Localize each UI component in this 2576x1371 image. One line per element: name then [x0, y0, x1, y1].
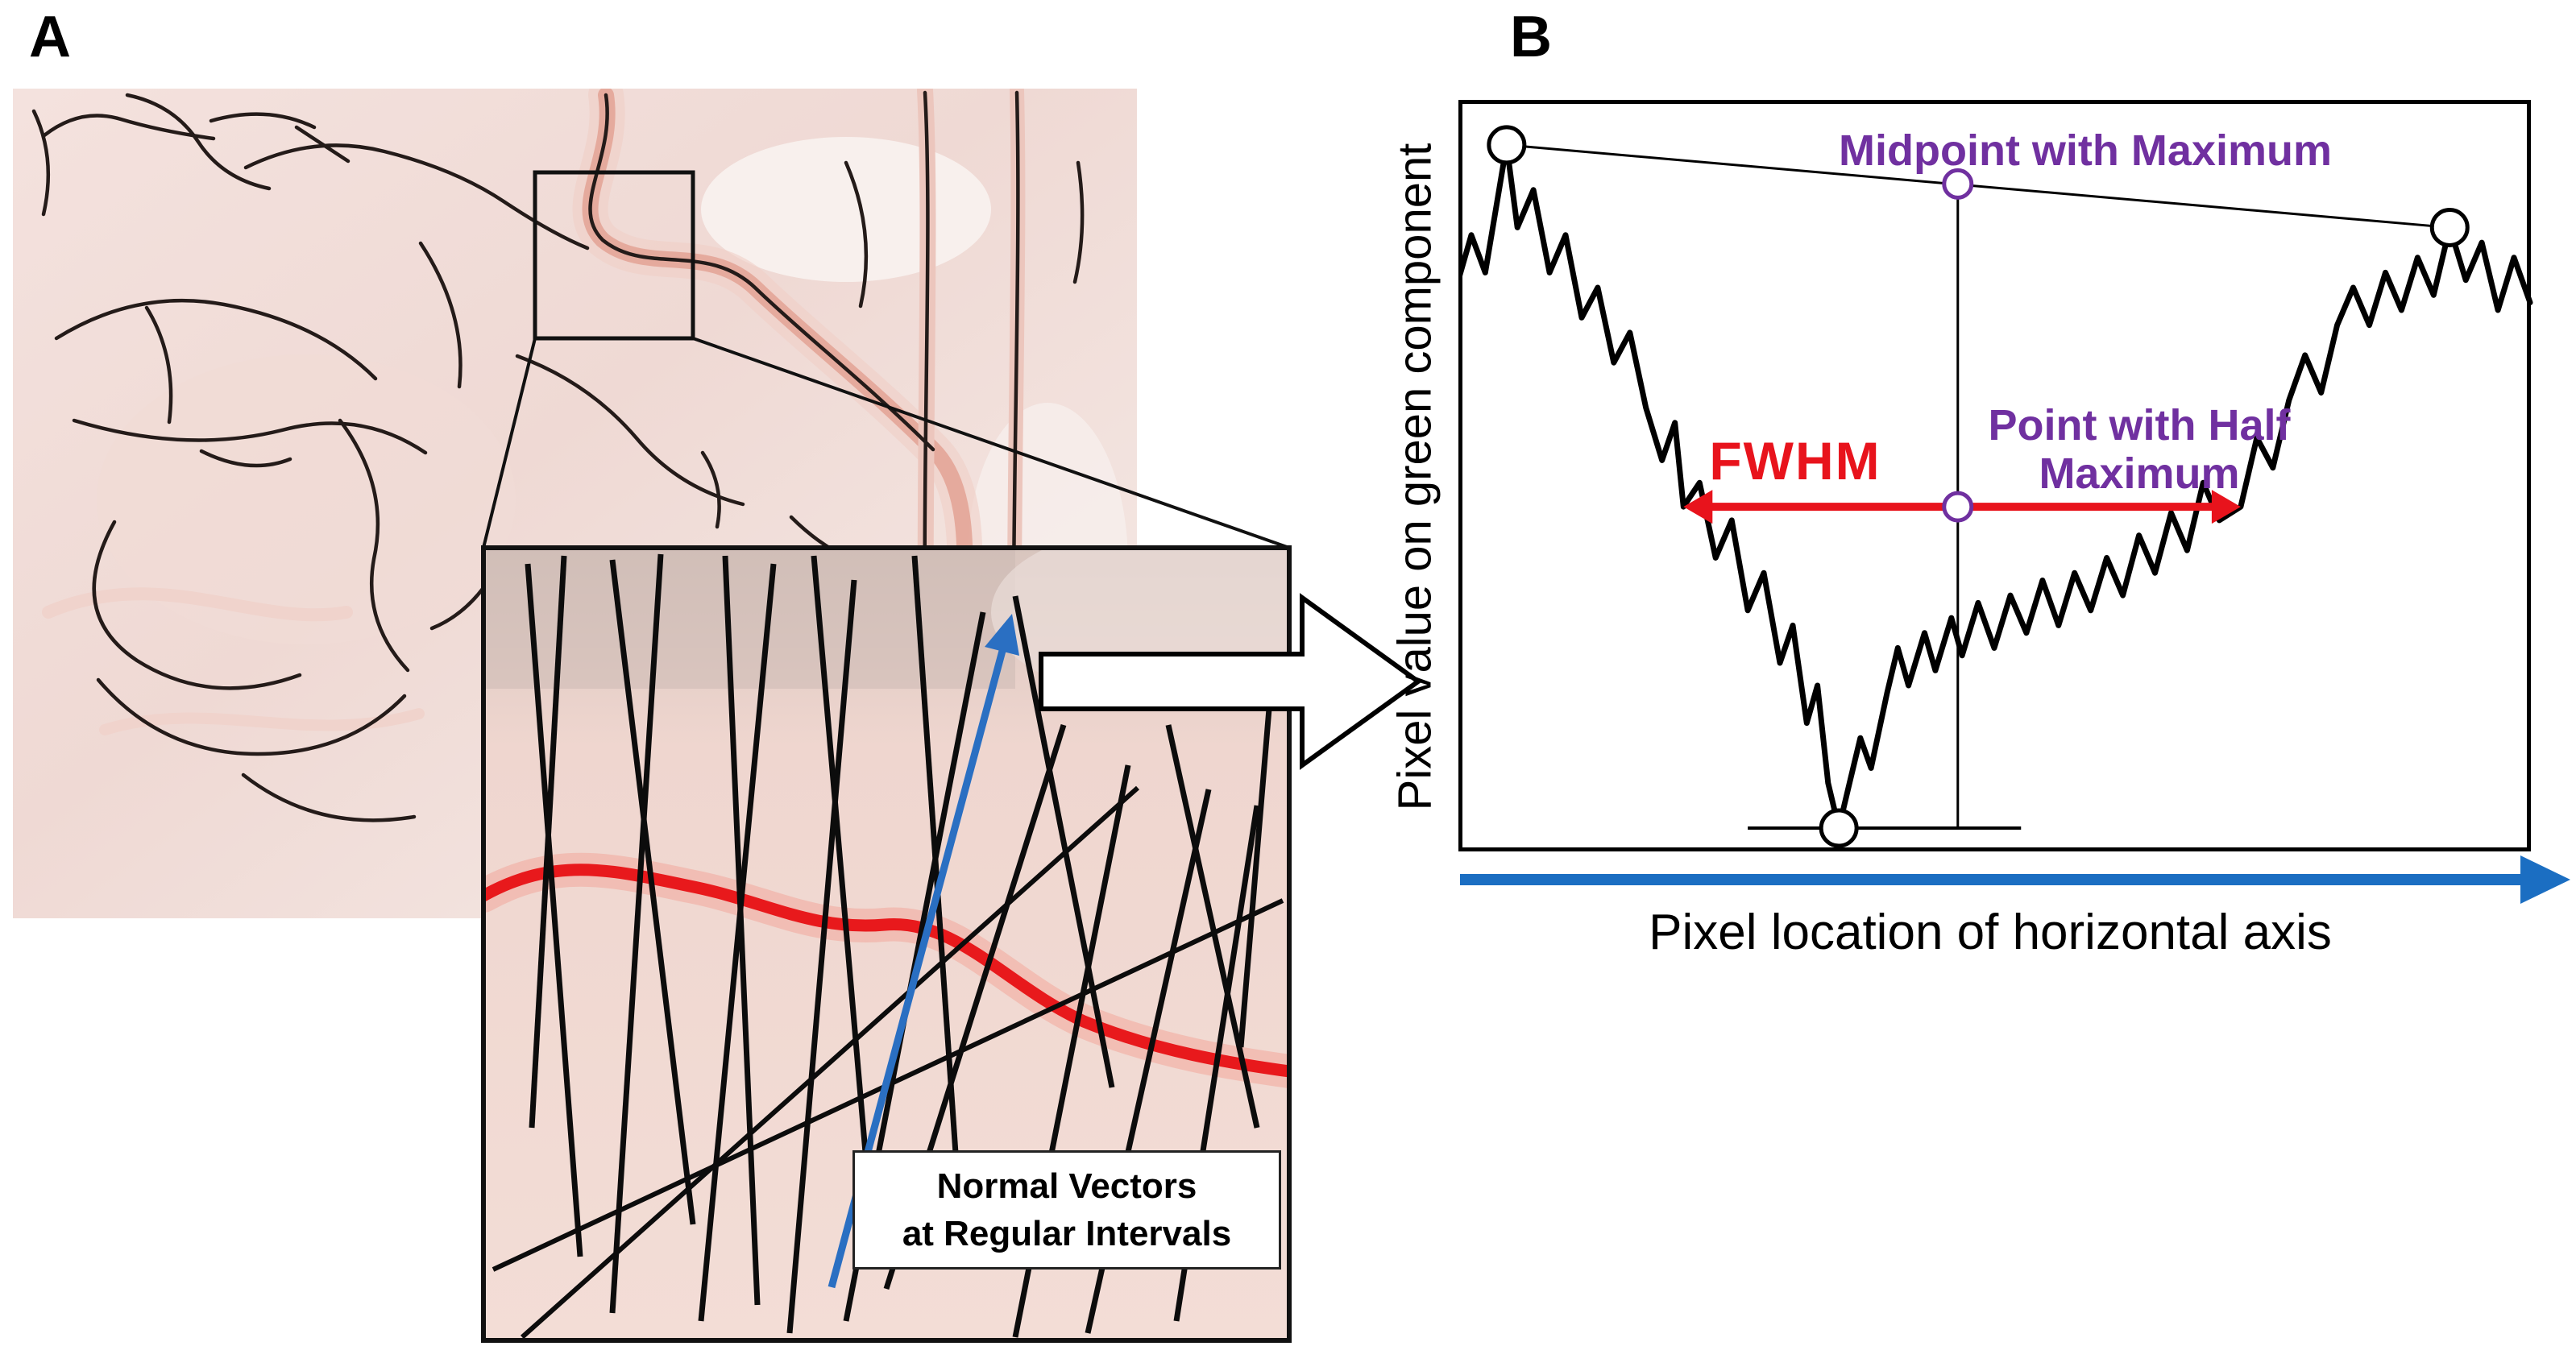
- chart-layer: [1458, 125, 2533, 848]
- annotation-half-max-line1: Point with Half: [1988, 401, 2291, 449]
- panel-a-label: A: [29, 5, 71, 69]
- annotation-half-max-line2: Maximum: [2039, 449, 2240, 499]
- inset-caption-line2: at Regular Intervals: [902, 1214, 1232, 1253]
- annotation-fwhm: FWHM: [1709, 431, 1881, 491]
- marker-point-with-half-maximum: [1942, 491, 1974, 523]
- annotation-point-with-half-maximum: Point with Half Maximum: [1989, 401, 2291, 499]
- annotation-midpoint-with-maximum: Midpoint with Maximum: [1839, 126, 2332, 175]
- plot-border: [1458, 100, 2531, 851]
- inset-caption-line1: Normal Vectors: [936, 1166, 1197, 1206]
- marker-minimum: [1819, 808, 1859, 848]
- inset-caption-box: Normal Vectors at Regular Intervals: [852, 1150, 1281, 1270]
- marker-left-maximum: [1487, 125, 1527, 165]
- panel-b-label: B: [1510, 5, 1552, 69]
- y-axis-label: Pixel value on green component: [1388, 143, 1441, 811]
- marker-midpoint-with-maximum: [1942, 168, 1974, 200]
- zoom-connector-lines: [482, 337, 1290, 549]
- retina-image: [13, 89, 1137, 918]
- x-axis-arrow-icon: [1460, 855, 2570, 904]
- marker-right-maximum: [2429, 207, 2470, 247]
- panel-b-plot: [1458, 100, 2570, 904]
- zoom-to-plot-arrow-icon: [1039, 593, 1423, 770]
- zoom-source-box: [533, 170, 695, 341]
- x-axis-label: Pixel location of horizontal axis: [1649, 905, 2332, 960]
